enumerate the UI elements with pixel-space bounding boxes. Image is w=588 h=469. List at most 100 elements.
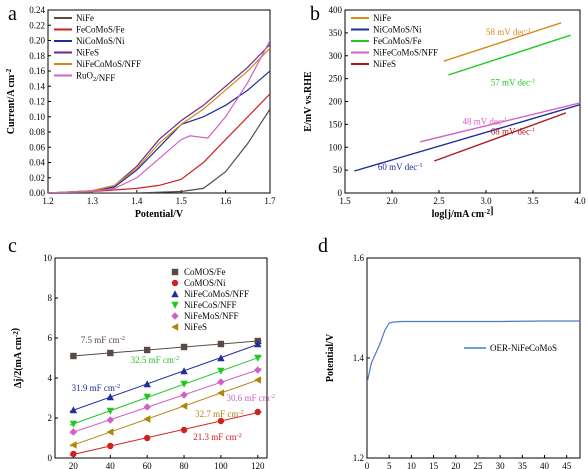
- slope-annotation: 30.6 mF cm-2: [226, 393, 275, 403]
- x-tick-label: 3.0: [480, 196, 492, 206]
- legend-label: OER-NiFeCoMoS: [490, 343, 557, 353]
- x-tick-label: 60: [143, 461, 153, 469]
- series-line: [48, 40, 270, 193]
- legend-label: NiFeS: [76, 48, 99, 58]
- y-tick-label: 0.10: [29, 112, 45, 122]
- series-line: [367, 320, 580, 384]
- slope-annotation: 7.5 mF cm-2: [81, 335, 125, 345]
- slope-annotation: 32.7 mF cm-2: [195, 409, 244, 419]
- x-tick-label: 1.7: [264, 196, 276, 206]
- data-point: [254, 366, 262, 374]
- y-tick-label: 0.22: [29, 20, 45, 30]
- data-point: [180, 367, 188, 375]
- plot-frame: [54, 257, 268, 459]
- y-tick-label: 400: [329, 5, 343, 15]
- y-tick-label: 150: [329, 119, 343, 129]
- slope-annotation: 68 mV dec-1: [491, 126, 536, 136]
- data-point: [254, 376, 261, 384]
- data-point: [143, 380, 151, 388]
- legend-label: NiFeMoS/NFF: [184, 311, 239, 321]
- data-point: [217, 417, 225, 425]
- legend-label: NiFeCoMoS/NFF: [76, 59, 141, 69]
- y-tick-label: 6: [48, 333, 53, 343]
- data-point: [254, 340, 262, 348]
- panel-b: b 1.5 2.0 2.5 3.0 3.5 4.0 0 50 100 150 200 250 300 350…: [303, 3, 586, 220]
- x-tick-label: 45: [562, 461, 572, 469]
- data-point: [107, 442, 114, 450]
- y-tick-label: 10: [43, 253, 53, 263]
- data-point: [69, 441, 77, 449]
- x-tick-label: 1.3: [87, 196, 99, 206]
- data-point: [143, 403, 151, 411]
- data-point: [70, 352, 77, 360]
- y-axis-label: Current/A cm-2: [5, 68, 17, 134]
- data-point: [143, 346, 151, 354]
- legend-label: NiFeS: [184, 322, 207, 332]
- x-tick-label: 4.0: [574, 196, 586, 206]
- y-tick-label: 100: [329, 142, 343, 152]
- series-line: [443, 22, 562, 62]
- y-tick-label: 1.2: [353, 453, 364, 463]
- slope-annotation: 31.9 mF cm-2: [72, 383, 121, 393]
- legend-label: NiFe: [373, 13, 391, 23]
- panel-label-b: b: [310, 3, 320, 25]
- legend-label: NiCoMoS/Ni: [76, 36, 125, 46]
- fit-line: [69, 342, 262, 412]
- series-line: [420, 102, 580, 143]
- x-tick-label: 10: [407, 461, 417, 469]
- y-tick-label: 0: [48, 453, 53, 463]
- y-tick-label: 0.14: [29, 81, 45, 91]
- panel-a: a 1.2 1.3 1.4 1.5 1.6 1.7 0.00 0.02 0.04 0.06 0.08 0…: [5, 3, 276, 220]
- legend-label: RuO2/NFF: [76, 71, 115, 83]
- data-point: [180, 402, 188, 410]
- x-tick-label: 80: [180, 461, 190, 469]
- x-tick-label: 40: [106, 461, 116, 469]
- x-tick-label: 120: [251, 461, 265, 469]
- x-tick-label: 1.4: [131, 196, 143, 206]
- data-point: [107, 349, 114, 357]
- data-point: [106, 416, 115, 424]
- y-tick-label: 0.16: [29, 66, 45, 76]
- legend-label: NiFeCoMoS/NFF: [184, 289, 249, 299]
- series-line: [48, 47, 270, 193]
- x-tick-label: 5: [387, 461, 392, 469]
- y-tick-label: 300: [329, 51, 343, 61]
- x-tick-label: 20: [451, 461, 461, 469]
- panel-label-d: d: [318, 235, 328, 257]
- slope-annotation: 57 mV dec-1: [491, 77, 536, 87]
- y-axis-label: Δj/2(mA cm-2): [10, 328, 24, 388]
- plot-frame: [366, 257, 581, 459]
- panel-label-c: c: [8, 235, 17, 257]
- data-point: [217, 378, 225, 386]
- fit-line: [69, 340, 262, 357]
- y-axis-label: E/mV vs.RHE: [303, 71, 314, 132]
- y-tick-label: 0.18: [29, 51, 45, 61]
- data-point: [143, 434, 151, 442]
- slope-annotation: 60 mV dec-1: [378, 162, 423, 172]
- series-line: [48, 70, 270, 193]
- x-tick-label: 15: [429, 461, 439, 469]
- y-tick-label: 0.06: [29, 142, 45, 152]
- y-tick-label: 8: [48, 293, 53, 303]
- legend-label: CoMOS/Fe: [184, 267, 226, 277]
- y-tick-label: 4: [48, 373, 53, 383]
- panel-c: c204060801001200246810Scan rate(mV s-1)Δ…: [8, 235, 275, 469]
- x-axis-label: Potential/V: [135, 209, 184, 220]
- series-line: [48, 108, 270, 193]
- legend-label: NiCoMoS/Ni: [373, 25, 422, 35]
- x-tick-label: 1.5: [176, 196, 188, 206]
- legend-marker: [171, 268, 179, 276]
- legend-label: NiFeCoS/NFF: [184, 300, 237, 310]
- y-tick-label: 0.12: [29, 97, 45, 107]
- legend-label: FeCoMoS/Fe: [76, 25, 125, 35]
- y-tick-label: 1.6: [353, 253, 365, 263]
- fit-line: [69, 378, 262, 447]
- y-tick-label: 0.08: [29, 127, 45, 137]
- y-tick-label: 2: [48, 413, 53, 423]
- data-point: [106, 393, 115, 401]
- x-tick-label: 2.0: [386, 196, 398, 206]
- x-tick-label: 25: [473, 461, 483, 469]
- series-line: [354, 104, 580, 172]
- y-tick-label: 0: [338, 188, 343, 198]
- data-point: [254, 354, 262, 362]
